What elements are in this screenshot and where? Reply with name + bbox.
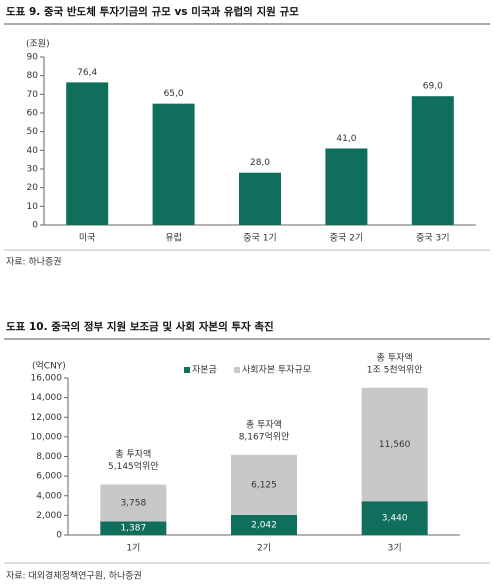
y-tick-label: 12,000 [31, 413, 63, 423]
value-label: 1,387 [120, 524, 146, 534]
y-tick-label: 0 [56, 531, 62, 541]
bar [411, 96, 454, 225]
x-tick-label: 미국 [79, 233, 96, 244]
annotation: 총 투자액 [246, 418, 282, 430]
value-label: 2,042 [251, 520, 277, 530]
y-tick-label: 30 [27, 165, 39, 175]
bar-segment [100, 521, 167, 535]
bar-segment [100, 484, 167, 522]
value-label: 6,125 [251, 480, 277, 490]
x-tick-label: 중국 1기 [243, 233, 276, 244]
value-label: 69,0 [423, 82, 443, 92]
value-label: 65,0 [164, 89, 184, 99]
y-tick-label: 10,000 [31, 432, 63, 442]
x-tick-label: 중국 2기 [330, 233, 363, 244]
y-tick-label: 8,000 [36, 452, 62, 462]
annotation: 총 투자액 [377, 351, 413, 363]
bar-segment [361, 387, 428, 502]
chart-title: 도표 10. 중국의 정부 지원 보조금 및 사회 자본의 투자 촉진 [6, 320, 274, 333]
annotation: 1조 5천억위안 [367, 363, 423, 375]
bar [152, 103, 195, 225]
y-tick-label: 90 [27, 53, 39, 63]
annotation: 5,145억위안 [108, 460, 159, 472]
y-axis-label: (억CNY) [32, 360, 66, 372]
y-tick-label: 60 [27, 109, 39, 119]
x-tick-label: 유럽 [165, 233, 182, 244]
x-tick-label: 1기 [126, 543, 140, 554]
x-tick-label: 중국 3기 [416, 233, 449, 244]
y-tick-label: 70 [27, 90, 39, 100]
y-tick-label: 16,000 [31, 374, 63, 384]
y-tick-label: 14,000 [31, 393, 63, 403]
x-tick-label: 3기 [388, 543, 402, 554]
source: 자료: 대외경제정책연구원, 하나증권 [6, 570, 142, 582]
y-tick-label: 80 [27, 71, 39, 81]
value-label: 3,758 [120, 498, 146, 508]
y-tick-label: 2,000 [36, 511, 62, 521]
y-tick-label: 40 [27, 146, 39, 156]
bar-segment [361, 501, 428, 535]
annotation: 총 투자액 [115, 448, 151, 460]
bar [325, 148, 368, 225]
source: 자료: 하나증권 [6, 256, 62, 268]
bar-segment [231, 514, 297, 535]
x-tick-label: 2기 [257, 543, 271, 554]
value-label: 76,4 [77, 68, 97, 78]
value-label: 11,560 [379, 440, 411, 450]
bar [239, 172, 281, 225]
bar-segment [231, 454, 297, 515]
y-tick-label: 20 [27, 183, 39, 193]
legend-swatch [184, 367, 190, 373]
chart-title: 도표 9. 중국 반도체 투자기금의 규모 vs 미국과 유럽의 지원 규모 [6, 5, 299, 18]
bar [66, 82, 109, 226]
y-tick-label: 50 [27, 127, 39, 137]
value-label: 28,0 [250, 158, 270, 168]
y-tick-label: 4,000 [36, 491, 62, 501]
value-label: 41,0 [336, 134, 356, 144]
y-axis-label: (조원) [26, 39, 50, 50]
y-tick-label: 10 [27, 202, 39, 212]
y-tick-label: 6,000 [36, 472, 62, 482]
legend-label: 자본금 [192, 365, 217, 376]
value-label: 3,440 [382, 514, 408, 524]
y-tick-label: 0 [32, 221, 38, 231]
legend-swatch [234, 367, 240, 373]
legend-label: 사회자본 투자규모 [242, 365, 311, 376]
annotation: 8,167억위안 [239, 430, 290, 442]
